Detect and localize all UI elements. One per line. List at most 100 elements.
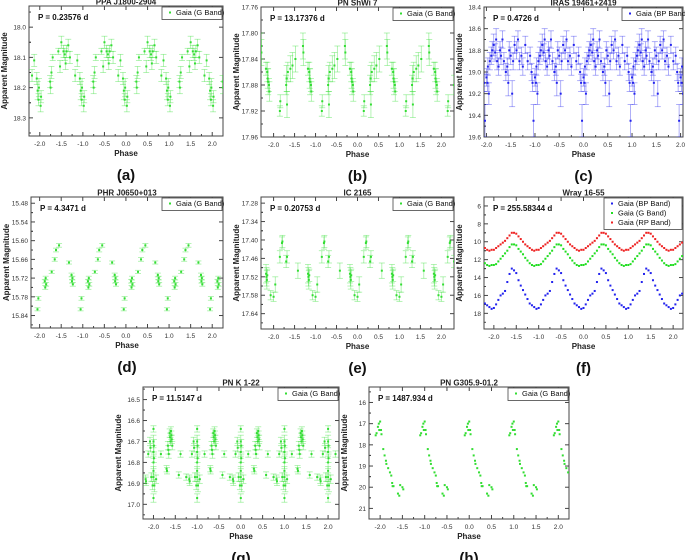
data-point xyxy=(283,461,286,464)
data-point xyxy=(627,248,630,251)
data-point xyxy=(194,50,197,53)
legend: Gaia (G Band) xyxy=(161,197,225,211)
data-point xyxy=(70,280,73,283)
data-point xyxy=(513,243,516,246)
data-point xyxy=(44,277,47,280)
data-point xyxy=(526,245,529,248)
data-point xyxy=(283,440,286,443)
data-point xyxy=(546,241,549,244)
data-point xyxy=(308,474,311,476)
y-axis-label: Apparent Magnitude xyxy=(455,224,464,302)
y-tick-label: 17.64 xyxy=(242,311,259,318)
data-point xyxy=(421,425,424,428)
period-label: P = 11.5147 d xyxy=(152,394,202,403)
data-point xyxy=(45,283,48,286)
x-tick-label: 0.5 xyxy=(603,142,612,149)
data-point xyxy=(123,297,126,300)
data-point xyxy=(532,484,535,487)
data-point xyxy=(196,457,199,460)
data-point xyxy=(625,307,628,310)
data-point xyxy=(638,239,641,242)
data-point xyxy=(265,474,268,476)
data-point xyxy=(495,247,498,250)
data-point xyxy=(534,81,537,84)
data-point xyxy=(466,422,469,425)
data-point xyxy=(310,90,313,93)
data-point xyxy=(286,478,289,481)
data-point xyxy=(551,60,554,63)
panel-label: (f) xyxy=(576,360,591,377)
data-point xyxy=(492,306,495,309)
data-point xyxy=(649,272,652,275)
data-point xyxy=(424,429,427,432)
data-point xyxy=(490,54,493,57)
data-point xyxy=(488,264,491,267)
data-point xyxy=(327,444,330,447)
data-point xyxy=(530,492,533,495)
data-point xyxy=(578,306,581,309)
data-point xyxy=(426,448,429,451)
data-point xyxy=(549,38,552,41)
data-point xyxy=(625,264,628,267)
data-point xyxy=(328,71,331,73)
data-point xyxy=(548,54,551,57)
panel-label: (h) xyxy=(459,550,478,560)
data-point xyxy=(239,469,242,472)
data-point xyxy=(383,454,386,457)
series-0 xyxy=(29,35,223,113)
data-point xyxy=(76,59,79,62)
panel-label: (e) xyxy=(348,360,366,377)
data-point xyxy=(236,446,239,449)
y-tick-label: 16.6 xyxy=(127,418,140,425)
data-point xyxy=(427,45,430,47)
data-point xyxy=(655,54,658,57)
data-point xyxy=(526,298,529,301)
data-point xyxy=(165,89,168,92)
data-point xyxy=(656,253,659,256)
data-point xyxy=(476,467,479,470)
data-point xyxy=(579,71,582,73)
data-point xyxy=(82,104,85,107)
data-point xyxy=(232,480,235,483)
data-point xyxy=(307,278,310,281)
data-point xyxy=(100,50,103,53)
data-point xyxy=(323,440,326,443)
data-point xyxy=(513,43,516,46)
data-point xyxy=(316,476,319,479)
x-tick-label: 1.0 xyxy=(165,141,174,148)
data-point xyxy=(193,62,196,65)
data-point xyxy=(278,453,281,456)
data-point xyxy=(174,277,177,280)
y-tick-label: 18.0 xyxy=(13,25,26,32)
data-point xyxy=(563,462,566,465)
y-tick-label: 17.80 xyxy=(242,31,259,38)
data-point xyxy=(616,245,619,248)
data-point xyxy=(535,307,538,310)
data-point xyxy=(296,269,299,272)
data-point xyxy=(447,100,450,103)
data-point xyxy=(435,84,438,86)
data-point xyxy=(541,43,544,46)
data-point xyxy=(479,474,482,477)
data-point xyxy=(144,478,147,481)
data-point xyxy=(568,54,571,57)
data-point xyxy=(625,248,628,251)
data-point xyxy=(63,53,66,56)
data-point xyxy=(678,119,681,122)
data-point xyxy=(96,258,99,261)
data-point xyxy=(669,248,672,251)
data-point xyxy=(210,86,213,89)
data-point xyxy=(569,293,572,296)
y-tick-label: 17 xyxy=(359,421,367,428)
data-point xyxy=(377,422,380,425)
data-point xyxy=(586,245,589,248)
data-point xyxy=(469,429,472,432)
data-point xyxy=(391,481,394,484)
data-point xyxy=(595,281,598,284)
data-point xyxy=(130,286,133,289)
data-point xyxy=(301,434,304,437)
data-point xyxy=(57,50,60,53)
y-tick-label: 17.88 xyxy=(242,83,259,90)
data-point xyxy=(501,38,504,41)
data-point xyxy=(681,65,683,68)
